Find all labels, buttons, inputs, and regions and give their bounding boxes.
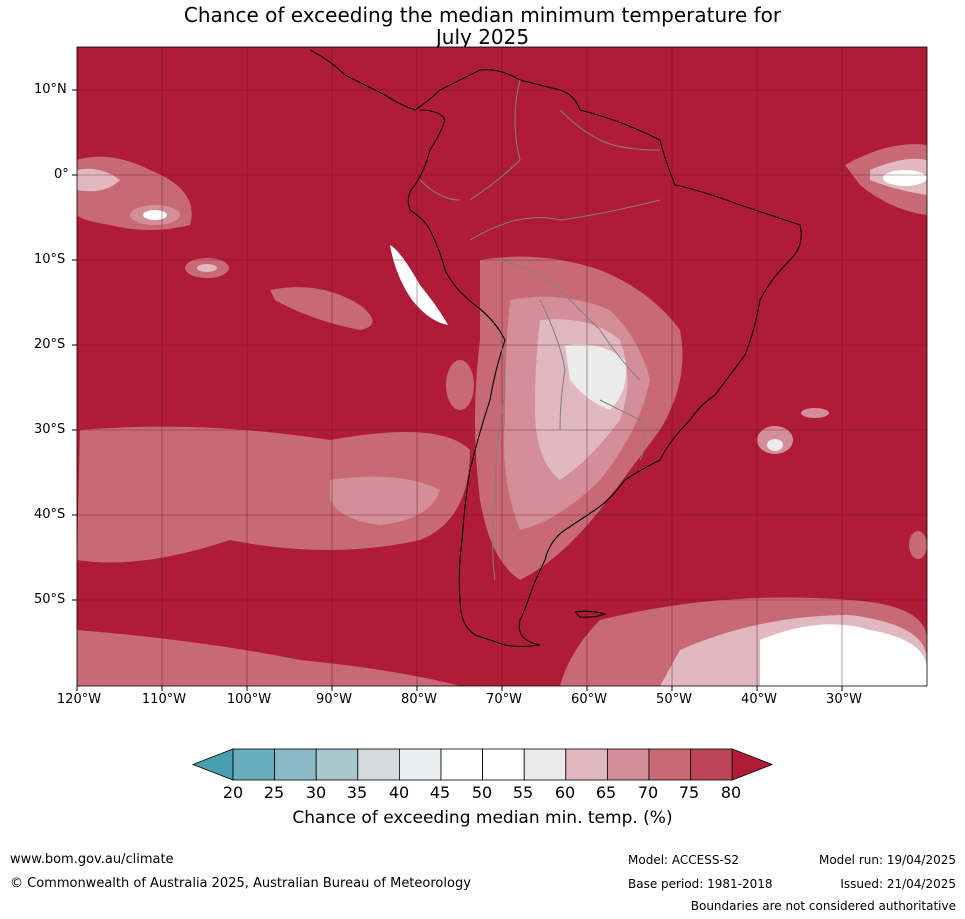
title-line-2: July 2025 [435, 25, 530, 49]
colorbar-tick-label: 20 [222, 783, 244, 802]
colorbar-segment [274, 748, 317, 781]
colorbar-segment [690, 748, 733, 781]
axis-ticks [72, 89, 843, 691]
colorbar-segment [648, 748, 691, 781]
colorbar-tick-label: 70 [637, 783, 659, 802]
colorbar-title: Chance of exceeding median min. temp. (%… [292, 808, 673, 828]
footer-base-period: Base period: 1981-2018 [628, 877, 773, 891]
footer-model: Model: ACCESS-S2 [628, 853, 740, 867]
map-title: Chance of exceeding the median minimum t… [0, 4, 965, 48]
colorbar-segment [315, 748, 359, 781]
lat-label-40s: 40°S [34, 507, 66, 522]
lat-label-10s: 10°S [34, 252, 66, 267]
colorbar-tick-label: 40 [388, 783, 410, 802]
map-area [77, 47, 927, 686]
colorbar [191, 748, 774, 781]
colorbar-segment [523, 748, 567, 781]
colorbar-tick-label: 55 [512, 783, 534, 802]
footer-copyright: © Commonwealth of Australia 2025, Austra… [10, 876, 471, 891]
colorbar-tick-label: 50 [471, 783, 493, 802]
colorbar-segment [440, 748, 483, 781]
colorbar-tick-label: 60 [554, 783, 576, 802]
colorbar-segment [482, 748, 525, 781]
footer-website[interactable]: www.bom.gov.au/climate [10, 852, 174, 867]
colorbar-arrow-high [731, 748, 774, 781]
lat-label-20s: 20°S [34, 337, 66, 352]
lon-label-100w: 100°W [226, 692, 272, 707]
probability-contours [77, 144, 927, 686]
colorbar-segment [398, 748, 442, 781]
lon-label-110w: 110°W [141, 692, 187, 707]
colorbar-tick-label: 35 [346, 783, 368, 802]
footer-model-run: Model run: 19/04/2025 [818, 853, 956, 867]
colorbar-segment [232, 748, 275, 781]
lon-label-120w: 120°W [56, 692, 102, 707]
lon-label-90w: 90°W [316, 692, 352, 707]
lat-label-50s: 50°S [34, 592, 66, 607]
lon-label-70w: 70°W [486, 692, 522, 707]
colorbar-arrow-low [191, 748, 234, 781]
colorbar-tick-label: 30 [305, 783, 327, 802]
colorbar-tick-label: 75 [678, 783, 700, 802]
footer-disclaimer: Boundaries are not considered authoritat… [690, 899, 956, 913]
country-borders [419, 79, 661, 581]
colorbar-tick-label: 65 [595, 783, 617, 802]
lon-label-50w: 50°W [656, 692, 692, 707]
colorbar-segment [357, 748, 400, 781]
colorbar-tick-label: 25 [263, 783, 285, 802]
colorbar-segment [607, 748, 650, 781]
lon-label-40w: 40°W [741, 692, 777, 707]
lon-label-80w: 80°W [401, 692, 437, 707]
lat-label-30s: 30°S [34, 422, 66, 437]
colorbar-tick-label: 80 [720, 783, 742, 802]
colorbar-tick-label: 45 [429, 783, 451, 802]
title-line-1: Chance of exceeding the median minimum t… [183, 3, 782, 27]
lat-label-10n: 10°N [34, 82, 67, 97]
footer-issued: Issued: 21/04/2025 [840, 877, 956, 891]
graticule [77, 47, 927, 686]
colorbar-segment [565, 748, 608, 781]
lon-label-30w: 30°W [826, 692, 862, 707]
coastline [309, 49, 802, 648]
lon-label-60w: 60°W [571, 692, 607, 707]
lat-label-0: 0° [54, 167, 69, 182]
